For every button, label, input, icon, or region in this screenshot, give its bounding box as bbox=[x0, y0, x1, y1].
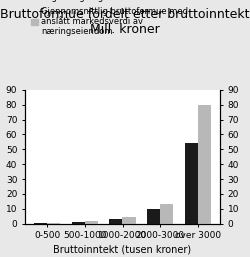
Bar bbox=[160, 204, 173, 224]
Bar bbox=[34, 223, 47, 224]
Bar bbox=[122, 217, 136, 224]
Legend: Gjennomsnittlig bruttoformue med
dagens ligningsverdier, Gjennomsnittlig bruttof: Gjennomsnittlig bruttoformue med dagens … bbox=[29, 0, 190, 38]
Bar bbox=[198, 105, 211, 224]
Bar bbox=[72, 222, 85, 224]
Bar bbox=[185, 143, 198, 224]
Bar bbox=[47, 223, 60, 224]
X-axis label: Bruttoinntekt (tusen kroner): Bruttoinntekt (tusen kroner) bbox=[54, 244, 192, 254]
Text: Bruttoformue fordelt etter bruttoinntekt
Mill. kroner: Bruttoformue fordelt etter bruttoinntekt… bbox=[0, 8, 250, 36]
Bar bbox=[109, 219, 122, 224]
Bar bbox=[85, 221, 98, 224]
Bar bbox=[147, 209, 160, 224]
